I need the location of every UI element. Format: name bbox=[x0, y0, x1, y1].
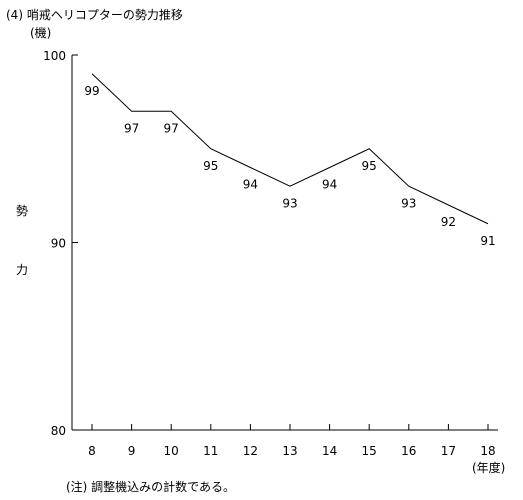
data-label: 93 bbox=[401, 196, 416, 210]
data-label: 91 bbox=[480, 234, 495, 248]
x-tick-label: 14 bbox=[322, 444, 337, 458]
y-tick-label: 100 bbox=[43, 49, 66, 63]
data-label: 93 bbox=[282, 196, 297, 210]
y-axis-title-char: 勢 bbox=[16, 203, 28, 218]
x-axis-ticks: 8 9 10 11 12 13 14 15 16 17 18 bbox=[88, 424, 496, 458]
y-tick-label: 80 bbox=[51, 424, 66, 438]
data-label: 97 bbox=[124, 121, 139, 135]
x-tick-label: 12 bbox=[243, 444, 258, 458]
y-tick-label: 90 bbox=[51, 237, 66, 251]
data-label: 95 bbox=[203, 159, 218, 173]
y-axis-title-char: 力 bbox=[16, 263, 28, 277]
x-tick-label: 16 bbox=[401, 444, 416, 458]
y-axis-title: 勢 力 bbox=[16, 203, 28, 277]
x-tick-label: 8 bbox=[88, 444, 96, 458]
y-axis-ticks: 80 90 100 bbox=[43, 49, 78, 438]
x-tick-label: 11 bbox=[203, 444, 218, 458]
x-tick-label: 13 bbox=[282, 444, 297, 458]
series-line bbox=[91, 73, 489, 225]
x-tick-label: 15 bbox=[362, 444, 377, 458]
x-tick-label: 9 bbox=[128, 444, 136, 458]
data-label: 94 bbox=[243, 178, 258, 192]
x-tick-label: 10 bbox=[164, 444, 179, 458]
chart-title: (4) 哨戒ヘリコプターの勢力推移 bbox=[6, 7, 183, 22]
x-axis-unit-label: (年度) bbox=[472, 460, 505, 475]
data-label: 95 bbox=[362, 159, 377, 173]
data-label: 92 bbox=[441, 215, 456, 229]
data-label: 97 bbox=[164, 121, 179, 135]
footnote: (注) 調整機込みの計数である。 bbox=[66, 479, 235, 494]
data-label: 99 bbox=[84, 84, 99, 98]
data-label: 94 bbox=[322, 178, 337, 192]
x-tick-label: 18 bbox=[480, 444, 495, 458]
data-labels: 99 97 97 95 94 93 94 95 93 92 91 bbox=[84, 84, 495, 248]
y-unit-label: (機) bbox=[30, 25, 51, 40]
x-tick-label: 17 bbox=[441, 444, 456, 458]
